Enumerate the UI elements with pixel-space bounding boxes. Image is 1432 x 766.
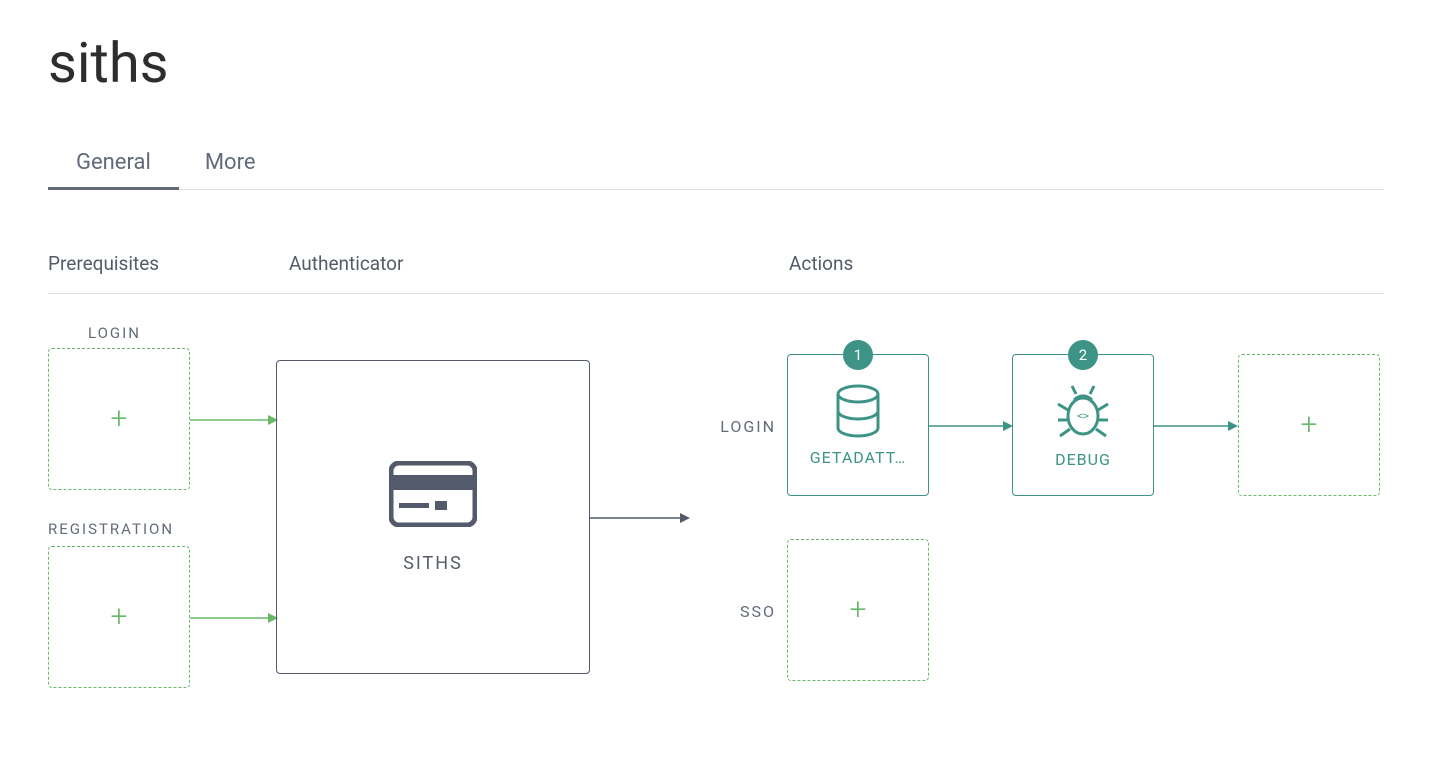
prereq-registration-label: REGISTRATION [48, 520, 174, 538]
action-label: GETADATT… [810, 448, 907, 467]
tab-bar: General More [48, 136, 1384, 190]
actions-row-login-label: LOGIN [688, 417, 776, 436]
flow-diagram: LOGIN + REGISTRATION + SITHS LOGIN SSO 1 [48, 324, 1384, 744]
order-badge: 1 [843, 340, 873, 370]
column-header-prerequisites: Prerequisites [48, 252, 289, 275]
card-icon [389, 461, 477, 527]
authenticator-node[interactable]: SITHS [276, 360, 590, 674]
arrow-action-1-to-2 [929, 418, 1013, 434]
arrow-prereq-reg-to-auth [190, 610, 278, 626]
database-icon [833, 384, 883, 438]
column-header-authenticator: Authenticator [289, 252, 789, 275]
plus-icon: + [1301, 410, 1318, 440]
action-label: DEBUG [1055, 450, 1111, 469]
plus-icon: + [850, 595, 867, 625]
prereq-login-label: LOGIN [88, 324, 141, 342]
actions-row-sso-label: SSO [688, 602, 776, 621]
column-headers: Prerequisites Authenticator Actions [48, 190, 1384, 294]
prereq-login-add-button[interactable]: + [48, 348, 190, 490]
svg-text:<>: <> [1077, 411, 1089, 422]
plus-icon: + [111, 404, 128, 434]
page-title: siths [48, 30, 1384, 96]
plus-icon: + [111, 602, 128, 632]
arrow-prereq-login-to-auth [190, 412, 278, 428]
column-header-actions: Actions [789, 252, 1384, 275]
arrow-action-2-to-add [1154, 418, 1238, 434]
action-sso-add-button[interactable]: + [787, 539, 929, 681]
tab-general[interactable]: General [76, 136, 151, 189]
tab-more[interactable]: More [205, 136, 256, 189]
bug-icon: <> [1054, 382, 1112, 440]
action-node-2[interactable]: 2 <> DEBUG [1012, 354, 1154, 496]
action-login-add-button[interactable]: + [1238, 354, 1380, 496]
prereq-registration-add-button[interactable]: + [48, 546, 190, 688]
authenticator-label: SITHS [403, 553, 463, 574]
arrow-auth-to-actions [590, 510, 690, 526]
order-badge: 2 [1068, 340, 1098, 370]
action-node-1[interactable]: 1 GETADATT… [787, 354, 929, 496]
